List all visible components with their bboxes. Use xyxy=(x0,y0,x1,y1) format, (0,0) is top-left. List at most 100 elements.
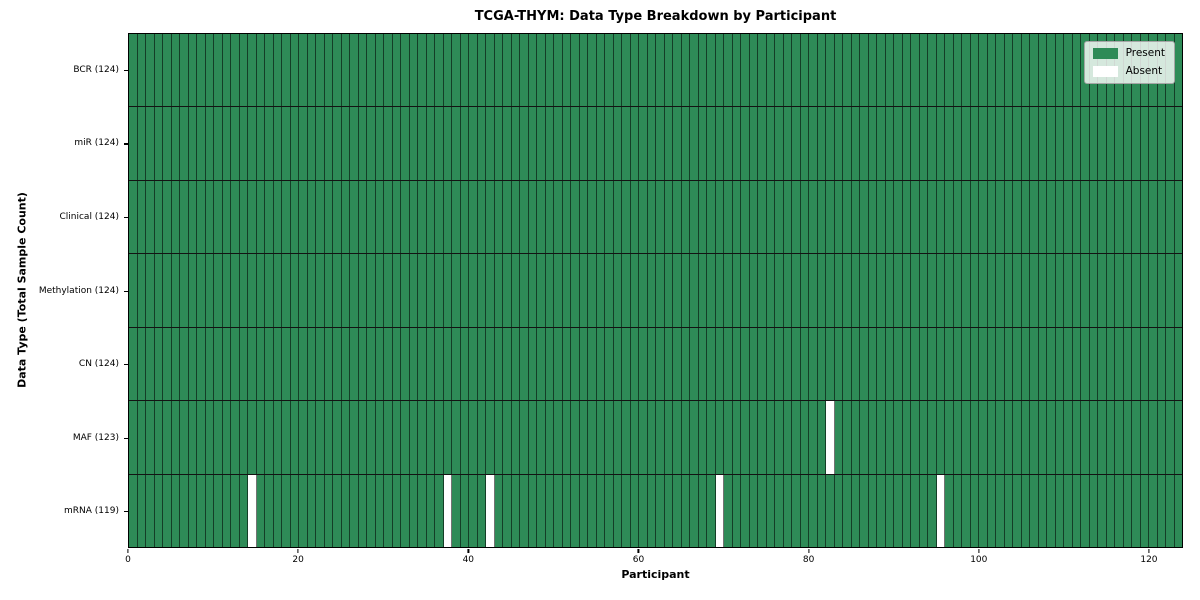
cell-clinical-47 xyxy=(528,180,537,254)
x-tick-label-80: 80 xyxy=(802,555,815,565)
cell-mir-55 xyxy=(596,107,605,180)
cell-cn-122 xyxy=(1166,327,1175,401)
cell-bcr-49 xyxy=(545,34,554,107)
cell-methylation-52 xyxy=(571,254,580,327)
cell-maf-64 xyxy=(673,401,682,474)
cell-methylation-63 xyxy=(664,254,673,327)
y-tick-label-clinical: Clinical (124) xyxy=(59,211,119,222)
cell-clinical-117 xyxy=(1123,180,1132,254)
cell-cn-56 xyxy=(605,327,614,401)
cell-mrna-46 xyxy=(520,474,529,547)
cell-methylation-102 xyxy=(996,254,1005,327)
cell-bcr-22 xyxy=(316,34,325,107)
cell-mir-10 xyxy=(214,107,223,180)
cell-mir-75 xyxy=(766,107,775,180)
cell-maf-95 xyxy=(936,401,945,474)
cell-clinical-62 xyxy=(656,180,665,254)
cell-cn-18 xyxy=(282,327,291,401)
cell-maf-90 xyxy=(894,401,903,474)
cell-methylation-21 xyxy=(307,254,316,327)
cell-methylation-11 xyxy=(222,254,231,327)
cell-methylation-84 xyxy=(843,254,852,327)
chart-title: TCGA-THYM: Data Type Breakdown by Partic… xyxy=(474,9,837,24)
x-tick-label-100: 100 xyxy=(970,555,988,565)
cell-maf-89 xyxy=(885,401,894,474)
x-tick-label-40: 40 xyxy=(462,555,475,565)
cell-clinical-54 xyxy=(588,180,597,254)
legend-item-present: Present xyxy=(1092,48,1165,59)
cell-maf-111 xyxy=(1072,401,1081,474)
cell-clinical-93 xyxy=(919,180,928,254)
cell-maf-68 xyxy=(707,401,716,474)
cell-cn-114 xyxy=(1098,327,1107,401)
cell-methylation-59 xyxy=(630,254,639,327)
cell-clinical-80 xyxy=(809,180,818,254)
cell-clinical-33 xyxy=(409,180,418,254)
cell-methylation-37 xyxy=(443,254,452,327)
cell-mir-38 xyxy=(452,107,461,180)
cell-clinical-26 xyxy=(350,180,359,254)
cell-bcr-20 xyxy=(299,34,308,107)
cell-mir-92 xyxy=(911,107,920,180)
cell-methylation-69 xyxy=(715,254,724,327)
cell-clinical-3 xyxy=(154,180,163,254)
cell-clinical-27 xyxy=(358,180,367,254)
cell-bcr-99 xyxy=(970,34,979,107)
cell-mrna-64 xyxy=(673,474,682,547)
cell-maf-52 xyxy=(571,401,580,474)
cell-cn-31 xyxy=(392,327,401,401)
cell-clinical-55 xyxy=(596,180,605,254)
cell-clinical-19 xyxy=(290,180,299,254)
cell-mir-121 xyxy=(1157,107,1166,180)
x-tick-label-20: 20 xyxy=(292,555,304,565)
cell-maf-60 xyxy=(639,401,648,474)
cell-methylation-47 xyxy=(528,254,537,327)
cell-clinical-121 xyxy=(1157,180,1166,254)
cell-cn-32 xyxy=(401,327,410,401)
cell-mrna-31 xyxy=(392,474,401,547)
cell-methylation-67 xyxy=(698,254,707,327)
cell-maf-56 xyxy=(605,401,614,474)
cell-methylation-17 xyxy=(273,254,282,327)
cell-mir-9 xyxy=(205,107,214,180)
cell-clinical-1 xyxy=(137,180,146,254)
cell-mir-24 xyxy=(333,107,342,180)
cell-cn-47 xyxy=(528,327,537,401)
cell-mir-87 xyxy=(868,107,877,180)
cell-cn-68 xyxy=(707,327,716,401)
cell-mrna-6 xyxy=(180,474,189,547)
cell-clinical-101 xyxy=(987,180,996,254)
cell-cn-102 xyxy=(996,327,1005,401)
cell-mrna-121 xyxy=(1157,474,1166,547)
cell-methylation-3 xyxy=(154,254,163,327)
cell-mir-31 xyxy=(392,107,401,180)
cell-methylation-57 xyxy=(613,254,622,327)
cell-mir-67 xyxy=(698,107,707,180)
cell-mir-39 xyxy=(460,107,469,180)
cell-bcr-41 xyxy=(477,34,486,107)
cell-cn-13 xyxy=(239,327,248,401)
cell-clinical-92 xyxy=(911,180,920,254)
cell-bcr-38 xyxy=(452,34,461,107)
cell-clinical-76 xyxy=(775,180,784,254)
cell-mir-65 xyxy=(681,107,690,180)
cell-methylation-44 xyxy=(503,254,512,327)
cell-methylation-73 xyxy=(749,254,758,327)
cell-maf-43 xyxy=(494,401,503,474)
cell-methylation-40 xyxy=(469,254,478,327)
cell-bcr-86 xyxy=(860,34,869,107)
cell-maf-78 xyxy=(792,401,801,474)
cell-clinical-106 xyxy=(1030,180,1039,254)
cell-mir-116 xyxy=(1115,107,1124,180)
cell-clinical-90 xyxy=(894,180,903,254)
cell-clinical-105 xyxy=(1021,180,1030,254)
cell-cn-12 xyxy=(231,327,240,401)
cell-clinical-24 xyxy=(333,180,342,254)
cell-mir-18 xyxy=(282,107,291,180)
cell-bcr-0 xyxy=(129,34,138,107)
cell-mrna-87 xyxy=(868,474,877,547)
cell-clinical-118 xyxy=(1132,180,1141,254)
cell-mir-21 xyxy=(307,107,316,180)
cell-maf-80 xyxy=(809,401,818,474)
cell-methylation-121 xyxy=(1157,254,1166,327)
